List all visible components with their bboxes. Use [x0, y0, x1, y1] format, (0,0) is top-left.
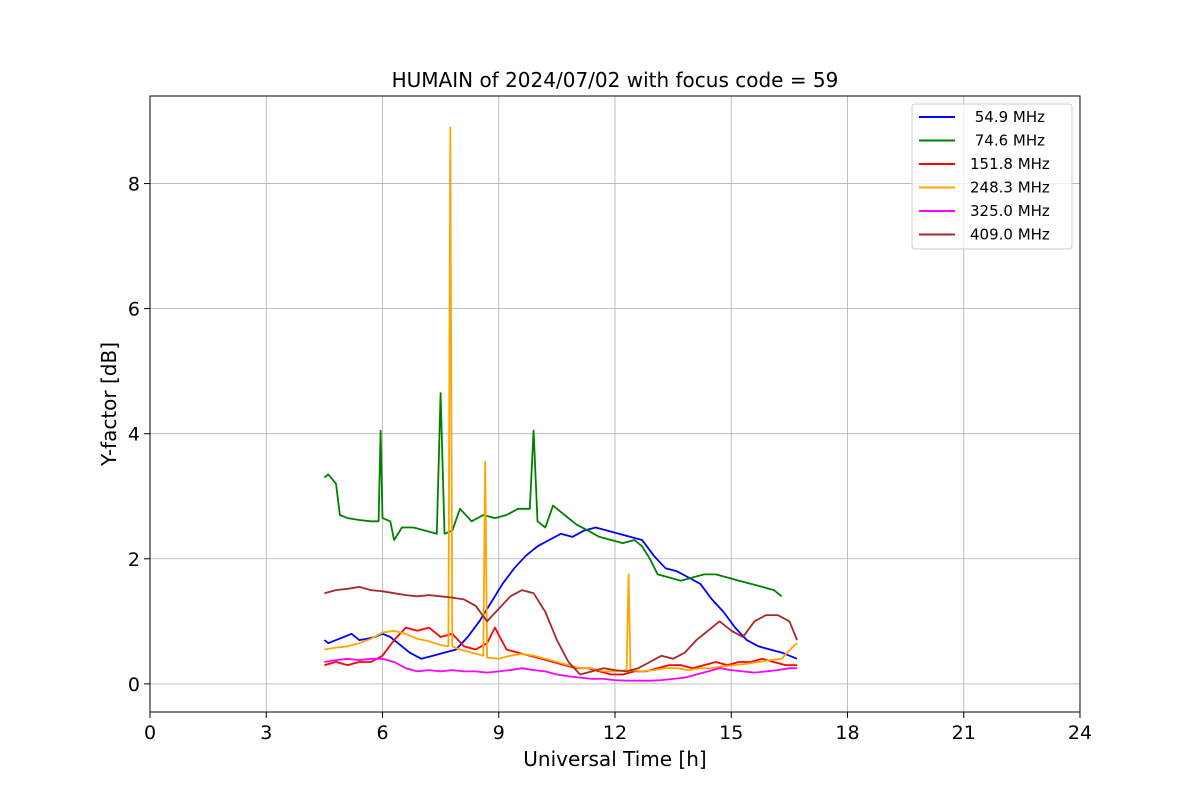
x-tick-label: 24 — [1068, 722, 1092, 744]
y-tick-label: 8 — [128, 174, 140, 196]
y-tick-label: 4 — [128, 424, 140, 446]
chart-title: HUMAIN of 2024/07/02 with focus code = 5… — [392, 68, 839, 92]
legend-label: 54.9 MHz — [970, 108, 1045, 126]
legend-label: 409.0 MHz — [970, 226, 1050, 244]
x-tick-label: 21 — [952, 722, 976, 744]
x-tick-label: 9 — [493, 722, 505, 744]
x-tick-label: 18 — [835, 722, 859, 744]
x-tick-label: 3 — [260, 722, 272, 744]
x-tick-label: 15 — [719, 722, 743, 744]
y-tick-label: 2 — [128, 549, 140, 571]
legend-label: 74.6 MHz — [970, 132, 1045, 150]
legend: 54.9 MHz 74.6 MHz 151.8 MHz 248.3 MHz 325.0… — [911, 103, 1073, 250]
x-axis-title: Universal Time [h] — [523, 747, 706, 771]
x-tick-label: 12 — [603, 722, 627, 744]
x-tick-label: 0 — [144, 722, 156, 744]
series-line-5 — [324, 586, 798, 676]
series-line-3 — [324, 126, 798, 673]
y-tick-label: 6 — [128, 299, 140, 321]
legend-label: 248.3 MHz — [970, 179, 1050, 197]
y-axis-title: Y-factor [dB] — [97, 342, 121, 467]
y-tick-label: 0 — [128, 674, 140, 696]
legend-label: 151.8 MHz — [970, 155, 1050, 173]
series-line-1 — [323, 392, 783, 598]
series-line-4 — [324, 657, 798, 682]
x-tick-label: 6 — [376, 722, 388, 744]
plot-area — [323, 126, 798, 682]
series-line-2 — [324, 626, 798, 676]
legend-label: 325.0 MHz — [970, 202, 1050, 220]
